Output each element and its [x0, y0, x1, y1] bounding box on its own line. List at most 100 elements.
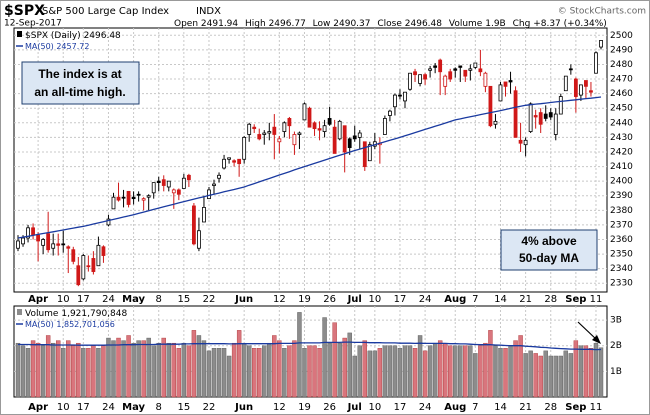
- y-tick-label: 2430: [610, 133, 633, 143]
- candle-body: [423, 74, 427, 80]
- x-tick-label: 15: [177, 402, 190, 413]
- candle-body: [443, 75, 448, 87]
- y-tick-label: 2B: [610, 341, 622, 351]
- candle-body: [21, 237, 25, 245]
- stat-label: High: [245, 19, 266, 29]
- volume-bar: [277, 340, 282, 398]
- x-tick-label: Jul: [347, 402, 362, 413]
- volume-bar: [337, 342, 342, 398]
- stat-value: +8.37 (+0.34%): [533, 19, 607, 29]
- x-tick-label: 10: [57, 294, 70, 305]
- volume-bar: [317, 348, 322, 398]
- y-tick-label: 2460: [610, 89, 633, 99]
- symbol: $SPX: [4, 3, 45, 19]
- legend-entry: MA(50) 1,852,701,056: [25, 320, 115, 329]
- candle-body: [186, 174, 191, 181]
- candle-body: [56, 243, 61, 246]
- candle-body: [41, 239, 46, 246]
- ma-line: [18, 341, 602, 351]
- y-tick-label: 3B: [610, 316, 622, 326]
- x-tick-label: 15: [177, 294, 190, 305]
- volume-bar: [121, 340, 126, 398]
- volume-bar: [226, 355, 232, 398]
- candle-body: [473, 62, 478, 68]
- candle-body: [573, 78, 578, 97]
- volume-bar: [327, 342, 332, 398]
- volume-bar: [56, 340, 61, 398]
- volume-bar: [161, 337, 166, 398]
- candle-body: [543, 113, 548, 119]
- candle-body: [126, 190, 131, 205]
- volume-bar: [25, 348, 31, 398]
- volume-bar: [181, 342, 187, 398]
- volume-bar: [101, 345, 106, 398]
- candle-body: [51, 243, 56, 249]
- legend-swatch: [17, 31, 22, 37]
- candle-body: [287, 118, 292, 127]
- volume-bar: [45, 335, 51, 398]
- volume-bar: [347, 332, 352, 398]
- volume-bar: [417, 335, 423, 398]
- stat-label: Open: [174, 19, 198, 29]
- candle-body: [418, 74, 422, 84]
- y-tick-label: 1B: [610, 367, 622, 377]
- candle-body: [558, 96, 563, 115]
- volume-bar: [35, 342, 41, 398]
- legend-value: 2457.72: [56, 42, 89, 51]
- candle-body: [589, 90, 593, 93]
- stat-value: 2490.37: [333, 19, 370, 29]
- volume-bar: [387, 345, 393, 398]
- x-tick-label: 17: [394, 294, 407, 305]
- legend-name: Volume: [25, 309, 59, 319]
- candle-body: [46, 233, 51, 251]
- y-tick-label: 2390: [610, 191, 633, 201]
- candle-body: [503, 81, 508, 87]
- volume-bar: [292, 340, 297, 398]
- candle-body: [337, 120, 342, 140]
- candle-body: [237, 158, 242, 165]
- stat-label: Low: [313, 19, 331, 29]
- volume-bar: [412, 348, 418, 398]
- volume-bar: [493, 345, 498, 398]
- y-tick-label: 2360: [610, 235, 633, 245]
- volume-bar: [578, 345, 584, 398]
- arrow: [577, 321, 598, 341]
- annotation-text: 50-day MA: [519, 251, 579, 265]
- credit: © StockCharts.com: [558, 7, 646, 17]
- volume-bar: [488, 330, 493, 398]
- volume-bar: [407, 345, 413, 398]
- x-tick-label: 28: [544, 402, 557, 413]
- date: 12-Sep-2017: [4, 19, 62, 29]
- x-tick-label: 24: [102, 402, 115, 413]
- volume-bar: [498, 348, 503, 398]
- candle-body: [468, 68, 473, 71]
- y-tick-label: 2480: [610, 60, 633, 70]
- candle-body: [151, 182, 156, 194]
- x-tick-label: Apr: [28, 294, 48, 305]
- x-tick-label: Sep: [565, 402, 586, 413]
- volume-bar: [156, 342, 161, 398]
- volume-bar: [588, 348, 594, 398]
- volume-bar: [176, 348, 182, 398]
- volume-bar: [287, 345, 292, 398]
- candle-body: [342, 125, 347, 153]
- x-tick-label: 10: [368, 294, 381, 305]
- candle-body: [438, 59, 443, 73]
- candle-body: [302, 103, 307, 121]
- candle-body: [161, 179, 166, 186]
- candle-body: [568, 68, 573, 71]
- x-tick-label: Apr: [28, 402, 48, 413]
- volume-bar: [206, 350, 212, 398]
- candle-body: [277, 138, 282, 143]
- plot: 2330234023502360237023802390240024102420…: [14, 28, 633, 413]
- volume-bar: [66, 340, 71, 398]
- legend-swatch: [17, 309, 22, 315]
- volume-bar: [15, 342, 21, 398]
- legend-value: 1,852,701,056: [56, 320, 115, 329]
- x-tick-label: 26: [323, 294, 336, 305]
- candle-body: [136, 193, 141, 196]
- candle-body: [594, 52, 598, 74]
- volume-bar: [508, 345, 513, 398]
- x-tick-label: Sep: [565, 294, 586, 305]
